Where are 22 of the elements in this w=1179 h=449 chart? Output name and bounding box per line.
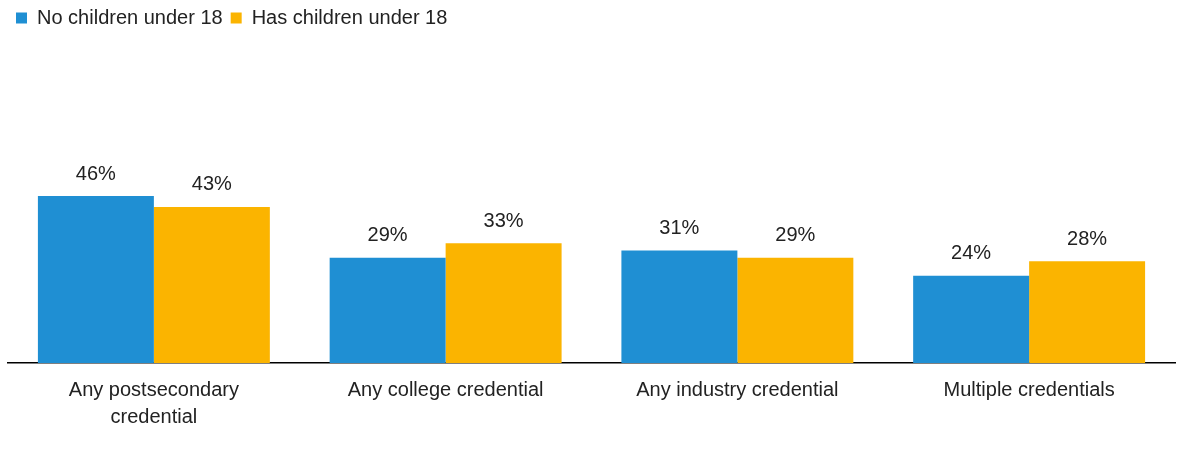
data-label: 33% bbox=[483, 208, 524, 231]
bar bbox=[37, 196, 154, 363]
legend-label: Has children under 18 bbox=[251, 5, 448, 28]
x-tick-label: Any industry credential bbox=[636, 378, 839, 401]
data-label: 46% bbox=[75, 161, 117, 184]
bar bbox=[621, 250, 738, 363]
data-label: 29% bbox=[775, 223, 816, 246]
data-label: 43% bbox=[191, 172, 233, 195]
x-tick-label: Any college credential bbox=[347, 378, 544, 401]
legend-label: No children under 18 bbox=[37, 5, 223, 28]
bar bbox=[913, 275, 1030, 363]
data-label: 24% bbox=[951, 241, 992, 264]
bar bbox=[329, 257, 446, 363]
x-tick-label: Any postsecondary credential bbox=[68, 378, 239, 428]
data-label: 31% bbox=[659, 215, 700, 238]
data-label: 29% bbox=[367, 223, 408, 246]
bar bbox=[153, 206, 270, 363]
bar bbox=[737, 257, 854, 363]
bar bbox=[1029, 261, 1146, 363]
x-tick-label: Multiple credentials bbox=[943, 378, 1115, 401]
bar bbox=[445, 243, 562, 363]
data-label: 28% bbox=[1067, 226, 1108, 249]
